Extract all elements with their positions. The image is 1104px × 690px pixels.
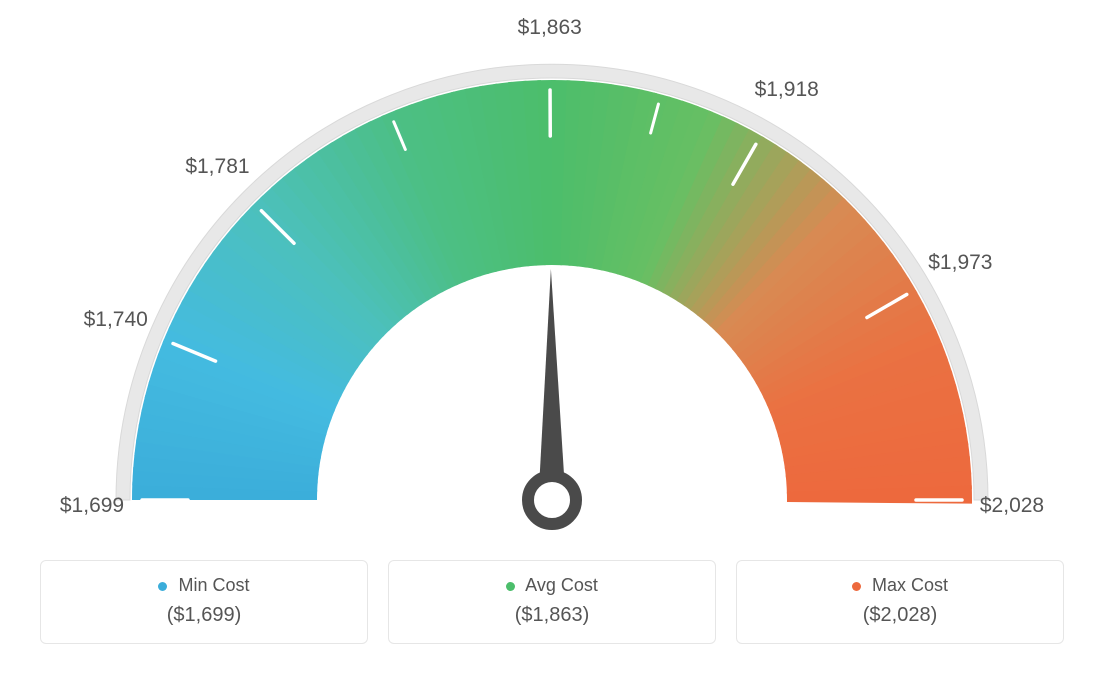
gauge-tick-label: $1,740 [84,308,148,332]
gauge-tick-label: $1,863 [518,16,582,40]
legend-title-min-text: Min Cost [179,575,250,595]
gauge-tick-label: $1,918 [755,78,819,102]
gauge-tick-label: $2,028 [980,494,1044,518]
legend-card-min: Min Cost ($1,699) [40,560,368,644]
legend-value-min: ($1,699) [51,604,357,627]
gauge-chart: $1,699 $1,740 $1,781 $1,863 $1,918 $1,973 $2,0… [0,0,1104,540]
gauge-tick-label: $1,781 [185,155,249,179]
legend-dot-avg [506,582,515,591]
legend-title-avg: Avg Cost [399,575,705,596]
legend-title-min: Min Cost [51,575,357,596]
legend-card-avg: Avg Cost ($1,863) [388,560,716,644]
gauge-tick-label: $1,973 [928,251,992,275]
legend-title-max-text: Max Cost [872,575,948,595]
legend-row: Min Cost ($1,699) Avg Cost ($1,863) Max … [40,560,1064,644]
legend-title-avg-text: Avg Cost [525,575,598,595]
chart-container: $1,699 $1,740 $1,781 $1,863 $1,918 $1,973 $2,0… [0,0,1104,690]
legend-title-max: Max Cost [747,575,1053,596]
legend-value-max: ($2,028) [747,604,1053,627]
gauge-tick-label: $1,699 [60,494,124,518]
legend-dot-max [852,582,861,591]
legend-dot-min [158,582,167,591]
legend-value-avg: ($1,863) [399,604,705,627]
legend-card-max: Max Cost ($2,028) [736,560,1064,644]
